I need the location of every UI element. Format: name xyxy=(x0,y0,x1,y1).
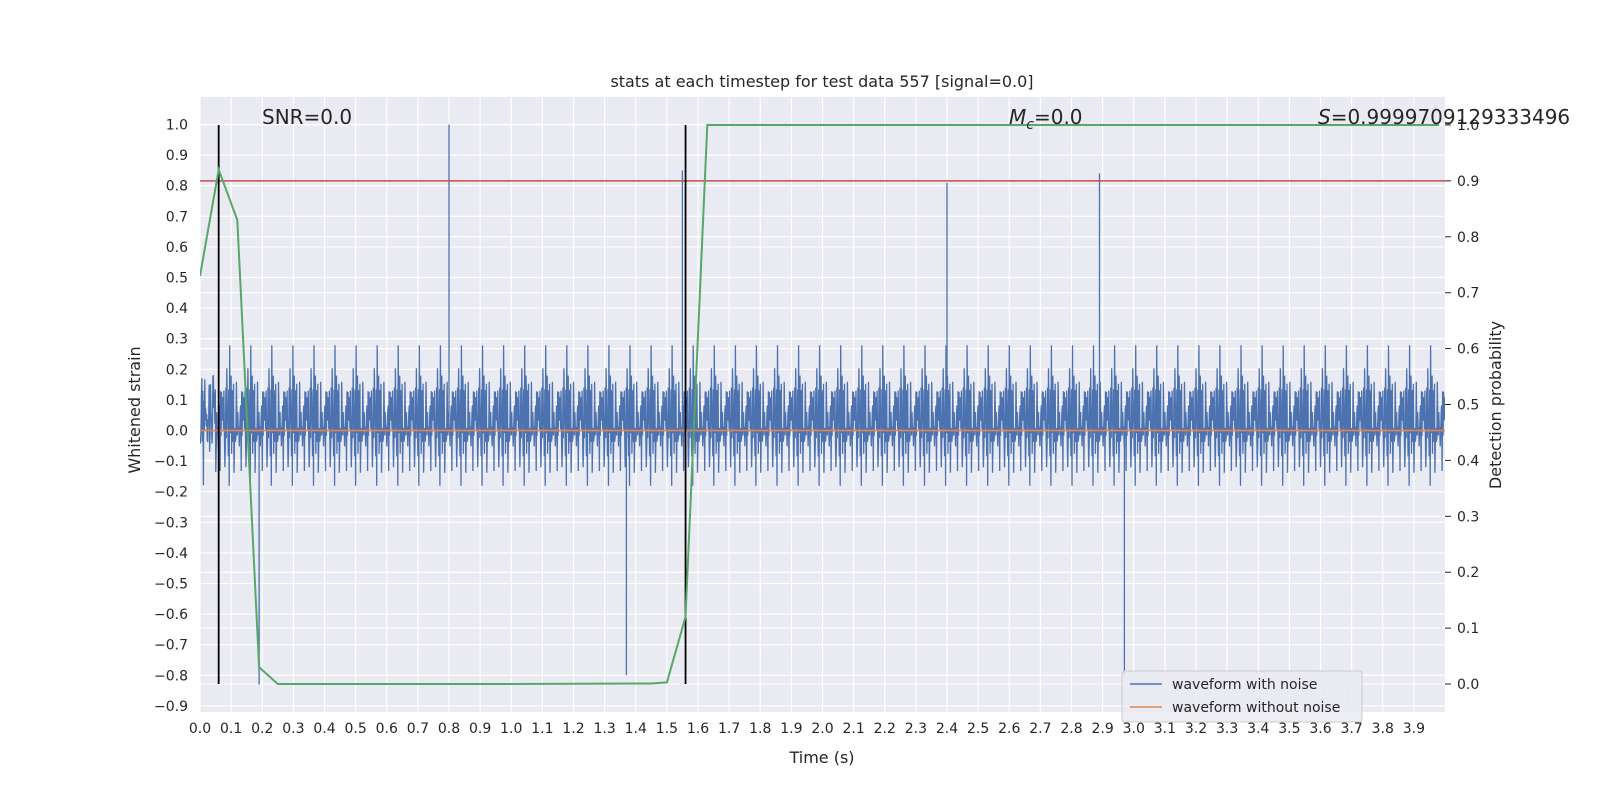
waveform-with-noise-line xyxy=(200,124,1445,685)
x-tick-label: 2.9 xyxy=(1091,721,1113,737)
y-tick-label: −0.1 xyxy=(154,454,188,470)
mc-subscript: c xyxy=(1026,117,1034,133)
mc-symbol: M xyxy=(1009,105,1026,129)
x-tick-label: 1.9 xyxy=(780,721,802,737)
y-tick-label: 0.3 xyxy=(166,332,188,348)
x-tick-label: 2.0 xyxy=(811,721,833,737)
x-tick-label: 3.8 xyxy=(1372,721,1394,737)
x-tick-label: 1.3 xyxy=(593,721,615,737)
x-tick-label: 3.9 xyxy=(1403,721,1425,737)
x-axis-label: Time (s) xyxy=(788,748,854,767)
y-tick-label: 0.0 xyxy=(166,424,188,440)
x-tick-label: 3.1 xyxy=(1154,721,1176,737)
x-tick-label: 3.2 xyxy=(1185,721,1207,737)
s-symbol: S xyxy=(1318,105,1331,129)
legend-label-noise: waveform with noise xyxy=(1172,677,1317,693)
y2-tick-label: 0.0 xyxy=(1457,677,1479,693)
y2-tick-label: 0.3 xyxy=(1457,509,1479,525)
y2-tick-labels: 1.0 0.9 0.8 0.7 0.6 0.5 0.4 0.3 0.2 0.1 0.0 xyxy=(1445,118,1479,693)
y-tick-labels: 1.0 0.9 0.8 0.7 0.6 0.5 0.4 0.3 0.2 0.1 0.0 −0.1 −0.… xyxy=(154,118,188,715)
x-tick-label: 1.6 xyxy=(687,721,709,737)
x-tick-label: 2.6 xyxy=(998,721,1020,737)
x-tick-label: 0.2 xyxy=(251,721,273,737)
s-annotation: S=0.9999709129333496 xyxy=(1318,105,1570,129)
y-tick-label: 0.4 xyxy=(166,301,188,317)
x-tick-label: 3.0 xyxy=(1123,721,1145,737)
legend: waveform with noise waveform without noi… xyxy=(1121,670,1363,723)
y2-tick-label: 0.5 xyxy=(1457,398,1479,414)
y2-tick-label: 0.7 xyxy=(1457,286,1479,302)
x-tick-label: 3.3 xyxy=(1216,721,1238,737)
legend-box xyxy=(1121,670,1363,723)
y-axis-label: Whitened strain xyxy=(125,346,144,473)
y-tick-label: −0.4 xyxy=(154,546,188,562)
y-tick-label: 0.1 xyxy=(166,393,188,409)
y2-tick-label: 0.9 xyxy=(1457,174,1479,190)
x-tick-label: 0.3 xyxy=(282,721,304,737)
y-tick-label: −0.7 xyxy=(154,638,188,654)
snr-annotation: SNR=0.0 xyxy=(262,105,352,129)
y2-tick-label: 0.2 xyxy=(1457,565,1479,581)
y-tick-label: 1.0 xyxy=(166,118,188,134)
mc-annotation: Mc=0.0 xyxy=(1009,105,1083,133)
y-tick-label: −0.5 xyxy=(154,576,188,592)
y-tick-label: −0.2 xyxy=(154,485,188,501)
y-tick-label: 0.5 xyxy=(166,271,188,287)
x-tick-label: 1.2 xyxy=(562,721,584,737)
y2-tick-label: 0.4 xyxy=(1457,453,1479,469)
x-tick-label: 0.7 xyxy=(407,721,429,737)
x-tick-label: 0.4 xyxy=(313,721,335,737)
x-tick-label: 3.6 xyxy=(1309,721,1331,737)
detection-probability-line xyxy=(200,124,1439,685)
y-tick-label: 0.6 xyxy=(166,240,188,256)
x-tick-label: 0.9 xyxy=(469,721,491,737)
x-tick-label: 0.5 xyxy=(344,721,366,737)
y2-tick-label: 1.0 xyxy=(1457,118,1479,134)
y2-tick-label: 0.8 xyxy=(1457,230,1479,246)
y2-tick-label: 0.6 xyxy=(1457,342,1479,358)
y-tick-label: −0.3 xyxy=(154,515,188,531)
x-tick-label: 0.8 xyxy=(438,721,460,737)
x-tick-label: 2.7 xyxy=(1029,721,1051,737)
y2-tick-label: 0.1 xyxy=(1457,621,1479,637)
y-tick-label: 0.9 xyxy=(166,148,188,164)
x-tick-label: 3.5 xyxy=(1278,721,1300,737)
x-tick-label: 2.2 xyxy=(874,721,896,737)
y-tick-label: −0.6 xyxy=(154,607,188,623)
x-tick-label: 2.5 xyxy=(967,721,989,737)
x-tick-labels: 0.0 0.1 0.2 0.3 0.4 0.5 0.6 0.7 0.8 0.9 1.0 1.1 1.2 1… xyxy=(189,721,1425,737)
x-tick-label: 1.5 xyxy=(656,721,678,737)
x-tick-label: 2.3 xyxy=(905,721,927,737)
x-tick-label: 2.8 xyxy=(1060,721,1082,737)
legend-label-clean: waveform without noise xyxy=(1172,700,1340,716)
x-tick-label: 1.1 xyxy=(531,721,553,737)
y-tick-label: 0.2 xyxy=(166,362,188,378)
y2-axis-label: Detection probability xyxy=(1486,321,1505,489)
x-tick-label: 0.0 xyxy=(189,721,211,737)
chart-title: stats at each timestep for test data 557… xyxy=(610,72,1033,91)
y-tick-label: 0.7 xyxy=(166,209,188,225)
mc-value: =0.0 xyxy=(1034,105,1083,129)
x-tick-label: 3.4 xyxy=(1247,721,1269,737)
x-tick-label: 1.7 xyxy=(718,721,740,737)
x-tick-label: 0.1 xyxy=(220,721,242,737)
x-tick-label: 2.1 xyxy=(842,721,864,737)
series-layer xyxy=(200,124,1445,685)
x-tick-label: 1.0 xyxy=(500,721,522,737)
x-tick-label: 2.4 xyxy=(936,721,958,737)
x-tick-label: 1.4 xyxy=(625,721,647,737)
grid-y xyxy=(200,123,1445,707)
y-tick-label: −0.8 xyxy=(154,668,188,684)
s-value: =0.9999709129333496 xyxy=(1331,105,1570,129)
x-tick-label: 1.8 xyxy=(749,721,771,737)
y-tick-label: 0.8 xyxy=(166,179,188,195)
x-tick-label: 0.6 xyxy=(376,721,398,737)
x-tick-label: 3.7 xyxy=(1340,721,1362,737)
y-tick-label: −0.9 xyxy=(154,699,188,715)
